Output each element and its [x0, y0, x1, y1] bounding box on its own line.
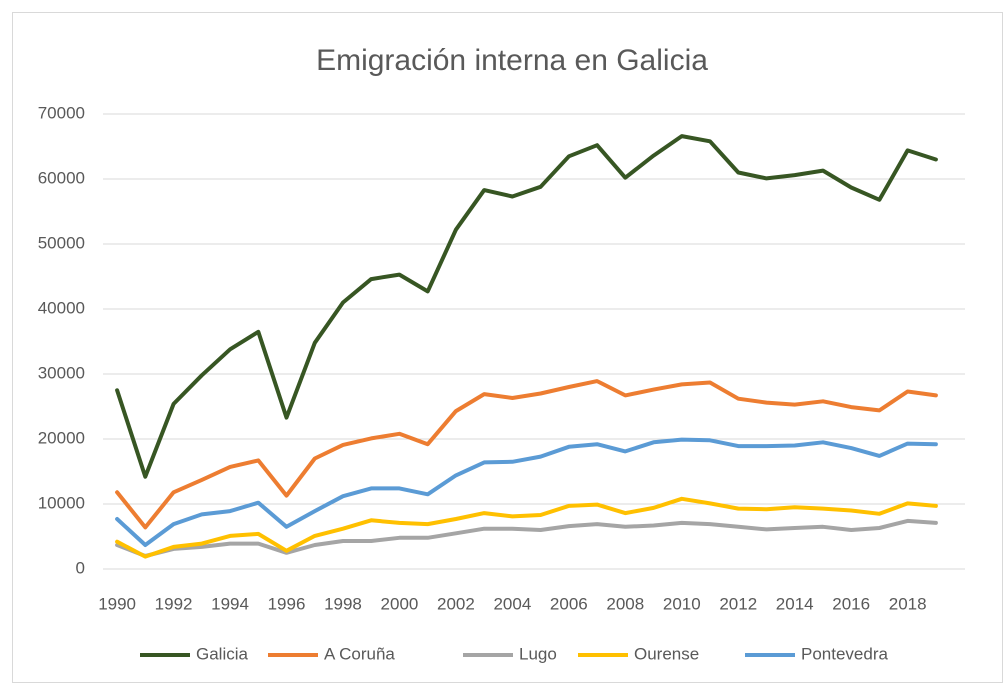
- x-tick-label: 2012: [719, 594, 757, 613]
- x-tick-label: 2010: [663, 594, 701, 613]
- x-tick-label: 2016: [832, 594, 870, 613]
- y-tick-label: 50000: [38, 233, 85, 252]
- x-tick-label: 2014: [776, 594, 814, 613]
- y-tick-label: 10000: [38, 493, 85, 512]
- x-tick-label: 2006: [550, 594, 588, 613]
- x-tick-label: 1990: [98, 594, 136, 613]
- y-tick-label: 70000: [38, 103, 85, 122]
- y-tick-label: 0: [76, 558, 85, 577]
- legend-label: A Coruña: [324, 644, 395, 663]
- series-line: [115, 496, 938, 559]
- y-tick-label: 20000: [38, 428, 85, 447]
- x-tick-label: 2008: [606, 594, 644, 613]
- x-tick-label: 1996: [268, 594, 306, 613]
- series-line: [115, 379, 938, 530]
- x-tick-label: 2004: [493, 594, 531, 613]
- x-tick-label: 1994: [211, 594, 249, 613]
- chart-title: Emigración interna en Galicia: [316, 44, 708, 77]
- x-tick-label: 1998: [324, 594, 362, 613]
- legend-label: Ourense: [634, 644, 699, 663]
- legend-label: Galicia: [196, 644, 249, 663]
- x-tick-label: 2000: [381, 594, 419, 613]
- legend-label: Lugo: [519, 644, 557, 663]
- y-tick-label: 30000: [38, 363, 85, 382]
- x-tick-label: 2018: [889, 594, 927, 613]
- x-tick-label: 1992: [155, 594, 193, 613]
- series-line: [115, 518, 938, 558]
- series-line: [115, 134, 938, 479]
- legend-label: Pontevedra: [801, 644, 888, 663]
- chart-border: [12, 12, 1003, 683]
- y-tick-label: 60000: [38, 168, 85, 187]
- series-line: [115, 437, 938, 547]
- x-tick-label: 2002: [437, 594, 475, 613]
- y-tick-label: 40000: [38, 298, 85, 317]
